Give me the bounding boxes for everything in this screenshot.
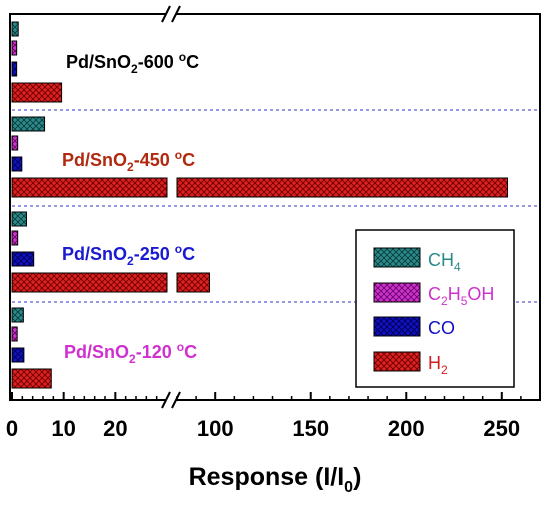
legend-label-co: CO (428, 318, 455, 338)
bar-pd-sno2-450-c-ch4 (11, 116, 46, 132)
bar-pd-sno2-250-c-h2-part-1 (11, 272, 168, 293)
legend-label-c2h5oh: C2H5OH (428, 284, 494, 308)
bar-pd-sno2-120-c-c2h5oh (11, 326, 18, 342)
axis-break-top (161, 4, 181, 24)
group-label-pd-sno2-120-c: Pd/SnO2-120 oC (64, 340, 197, 366)
axis-break-bottom (161, 390, 181, 410)
legend-swatch-h2 (373, 351, 421, 372)
x-axis-title: Response (I/I0) (189, 463, 362, 496)
legend-label-ch4: CH4 (428, 250, 461, 274)
bar-pd-sno2-600-c-h2 (11, 82, 63, 103)
legend: CH4 C2H5OH CO H2 (355, 229, 515, 388)
legend-label-h2: H2 (428, 353, 448, 377)
bar-pd-sno2-600-c-ch4 (11, 21, 19, 37)
bar-pd-sno2-450-c-c2h5oh (11, 135, 19, 151)
bar-pd-sno2-120-c-co (11, 347, 25, 363)
bar-pd-sno2-250-c-h2-part-2 (176, 272, 210, 293)
group-labels: Pd/SnO2-600 oC Pd/SnO2-450 oC Pd/SnO2-250 … (62, 50, 199, 366)
bar-pd-sno2-450-c-h2-part-2 (176, 177, 509, 198)
x-tick-label-250: 250 (483, 416, 520, 441)
bar-pd-sno2-120-c-ch4 (11, 307, 24, 323)
x-tick-label-20: 20 (103, 416, 127, 441)
bar-pd-sno2-250-c-ch4 (11, 211, 27, 227)
legend-item-c2h5oh: C2H5OH (373, 282, 494, 308)
bar-pd-sno2-450-c-h2 (11, 177, 509, 198)
group-label-pd-sno2-450-c: Pd/SnO2-450 oC (62, 148, 195, 174)
legend-swatch-co (373, 316, 421, 337)
bar-pd-sno2-250-c-c2h5oh (11, 230, 19, 246)
legend-item-ch4: CH4 (373, 247, 461, 274)
x-tick-label-150: 150 (292, 416, 329, 441)
plot-frame (9, 13, 541, 401)
x-axis-ticks: 0 10 20 100 150 200 250 (6, 392, 522, 441)
x-tick-label-0: 0 (6, 416, 18, 441)
x-tick-label-200: 200 (388, 416, 425, 441)
group-label-pd-sno2-600-c: Pd/SnO2-600 oC (66, 50, 199, 76)
bar-pd-sno2-250-c-h2 (11, 272, 210, 293)
group-label-pd-sno2-250-c: Pd/SnO2-250 oC (62, 242, 195, 268)
legend-item-co: CO (373, 316, 455, 338)
x-tick-label-100: 100 (197, 416, 234, 441)
bar-pd-sno2-450-c-h2-part-1 (11, 177, 168, 198)
bar-pd-sno2-250-c-co (11, 251, 35, 267)
legend-item-h2: H2 (373, 351, 448, 377)
bar-pd-sno2-600-c-c2h5oh (11, 40, 18, 56)
legend-swatch-c2h5oh (373, 282, 421, 303)
bar-pd-sno2-600-c-co (11, 61, 18, 77)
x-tick-label-10: 10 (51, 416, 75, 441)
bars-layer (11, 21, 509, 389)
bar-pd-sno2-450-c-co (11, 156, 23, 172)
bar-pd-sno2-120-c-h2 (11, 368, 52, 389)
legend-swatch-ch4 (373, 247, 421, 268)
